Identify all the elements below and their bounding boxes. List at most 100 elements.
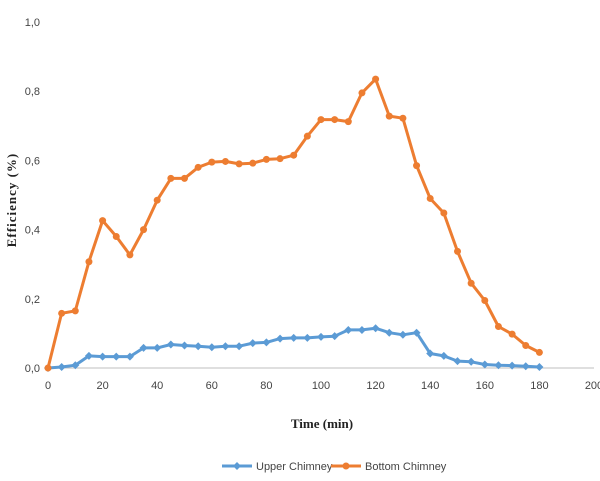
data-point-bottom-chimney xyxy=(317,116,325,124)
data-point-bottom-chimney xyxy=(467,279,475,287)
data-point-bottom-chimney xyxy=(290,151,298,159)
data-point-bottom-chimney xyxy=(399,114,407,122)
data-point-bottom-chimney xyxy=(426,194,434,202)
data-point-upper-chimney xyxy=(262,338,271,347)
data-point-bottom-chimney xyxy=(194,163,202,171)
series-line-bottom-chimney xyxy=(46,77,541,369)
data-point-bottom-chimney xyxy=(112,233,120,241)
data-point-bottom-chimney xyxy=(494,322,502,330)
data-point-bottom-chimney xyxy=(508,330,516,338)
data-point-upper-chimney xyxy=(317,332,325,341)
data-point-upper-chimney xyxy=(344,325,353,334)
data-point-bottom-chimney xyxy=(58,309,66,317)
data-point-bottom-chimney xyxy=(262,155,270,163)
data-point-upper-chimney xyxy=(139,343,148,352)
data-point-upper-chimney xyxy=(398,330,407,339)
data-point-upper-chimney xyxy=(330,332,339,341)
data-point-bottom-chimney xyxy=(385,112,393,120)
data-point-bottom-chimney xyxy=(413,162,421,170)
x-axis-ticks: 0 20 40 60 80 100 120 140 160 180 200 xyxy=(45,380,600,392)
data-point-bottom-chimney xyxy=(44,364,52,372)
y-axis-title: Efficiency (%) xyxy=(4,153,19,248)
x-tick-label: 0 xyxy=(45,380,51,392)
y-tick-label: 0,2 xyxy=(25,294,40,306)
data-point-upper-chimney xyxy=(112,352,121,361)
data-point-bottom-chimney xyxy=(331,116,339,124)
data-point-bottom-chimney xyxy=(481,297,489,305)
x-tick-label: 40 xyxy=(151,380,163,392)
data-point-bottom-chimney xyxy=(535,348,543,356)
x-tick-label: 100 xyxy=(312,380,330,392)
data-point-upper-chimney xyxy=(357,325,366,334)
data-point-upper-chimney xyxy=(57,362,66,371)
data-point-upper-chimney xyxy=(194,342,203,351)
data-point-upper-chimney xyxy=(521,362,530,371)
data-point-upper-chimney xyxy=(180,341,189,350)
data-point-upper-chimney xyxy=(125,352,134,361)
data-point-upper-chimney xyxy=(221,342,230,351)
data-point-upper-chimney xyxy=(84,351,93,360)
data-point-bottom-chimney xyxy=(454,247,461,255)
data-point-bottom-chimney xyxy=(522,342,530,350)
series-layer xyxy=(44,75,544,372)
data-point-bottom-chimney xyxy=(71,307,79,315)
data-point-upper-chimney xyxy=(494,361,503,370)
data-point-bottom-chimney xyxy=(249,159,257,167)
y-tick-label: 0,6 xyxy=(25,155,40,167)
data-point-upper-chimney xyxy=(453,357,462,366)
legend-item-upper-chimney: Upper Chimney xyxy=(222,461,333,473)
data-point-upper-chimney xyxy=(426,349,435,358)
y-tick-label: 0,4 xyxy=(25,225,40,237)
y-tick-label: 0,8 xyxy=(25,86,40,98)
legend-marker-bottom-chimney xyxy=(342,462,350,470)
data-point-upper-chimney xyxy=(535,362,544,371)
data-point-bottom-chimney xyxy=(221,157,229,165)
data-point-bottom-chimney xyxy=(303,132,311,140)
data-point-bottom-chimney xyxy=(126,251,134,259)
data-point-upper-chimney xyxy=(235,342,244,351)
x-tick-label: 200 xyxy=(585,380,600,392)
legend: Upper Chimney Bottom Chimney xyxy=(222,461,447,473)
data-point-upper-chimney xyxy=(439,351,448,360)
data-point-upper-chimney xyxy=(153,343,162,352)
series-upper-chimney xyxy=(44,324,544,372)
data-point-bottom-chimney xyxy=(208,158,216,166)
legend-marker-upper-chimney xyxy=(233,462,241,470)
y-tick-label: 1,0 xyxy=(25,17,40,29)
data-point-upper-chimney xyxy=(480,360,489,369)
x-tick-label: 140 xyxy=(421,380,439,392)
data-point-upper-chimney xyxy=(289,333,298,342)
data-point-bottom-chimney xyxy=(358,89,366,97)
data-point-upper-chimney xyxy=(248,339,257,348)
data-point-bottom-chimney xyxy=(276,155,284,163)
x-tick-label: 180 xyxy=(530,380,548,392)
data-point-upper-chimney xyxy=(303,333,312,342)
x-tick-label: 160 xyxy=(476,380,494,392)
data-point-bottom-chimney xyxy=(99,217,107,225)
data-point-bottom-chimney xyxy=(85,258,93,266)
data-point-upper-chimney xyxy=(207,343,216,352)
data-point-upper-chimney xyxy=(508,361,517,370)
x-tick-label: 20 xyxy=(96,380,108,392)
data-point-bottom-chimney xyxy=(372,75,380,83)
data-point-upper-chimney xyxy=(412,328,421,337)
data-point-bottom-chimney xyxy=(140,226,148,234)
y-tick-label: 0,0 xyxy=(25,363,40,375)
data-point-upper-chimney xyxy=(98,352,107,361)
data-point-bottom-chimney xyxy=(181,174,188,182)
data-point-upper-chimney xyxy=(71,361,80,370)
data-point-upper-chimney xyxy=(371,324,380,333)
data-point-upper-chimney xyxy=(385,328,394,337)
x-tick-label: 120 xyxy=(366,380,384,392)
data-point-bottom-chimney xyxy=(344,118,352,126)
series-bottom-chimney xyxy=(44,75,543,372)
data-point-upper-chimney xyxy=(166,340,175,349)
y-axis-ticks: 0,0 0,2 0,4 0,6 0,8 1,0 xyxy=(25,17,40,375)
legend-item-bottom-chimney: Bottom Chimney xyxy=(331,461,447,473)
legend-label-bottom-chimney: Bottom Chimney xyxy=(365,461,447,473)
legend-label-upper-chimney: Upper Chimney xyxy=(256,461,333,473)
x-axis-title: Time (min) xyxy=(291,416,353,431)
x-tick-label: 60 xyxy=(206,380,218,392)
data-point-upper-chimney xyxy=(276,334,285,343)
